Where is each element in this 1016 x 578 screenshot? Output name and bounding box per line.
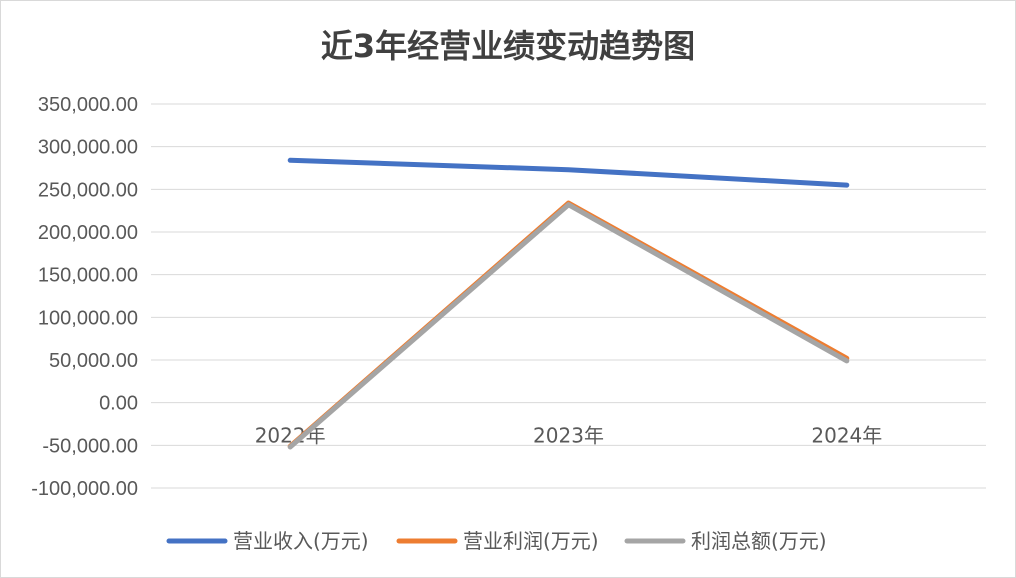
y-axis-ticks: 350,000.00 300,000.00 250,000.00 200,000.00… bbox=[31, 94, 138, 500]
series-line-3 bbox=[287, 202, 850, 450]
y-tick-label: 50,000.00 bbox=[49, 350, 138, 372]
y-tick-label: 100,000.00 bbox=[38, 307, 138, 329]
x-tick-label: 2023年 bbox=[533, 424, 604, 448]
legend-label: 营业利润(万元) bbox=[463, 529, 599, 553]
legend: 营业收入(万元) 营业利润(万元) 利润总额(万元) bbox=[166, 529, 827, 553]
y-tick-label: 250,000.00 bbox=[38, 179, 138, 201]
y-tick-label: 150,000.00 bbox=[38, 265, 138, 287]
y-tick-label: 0.00 bbox=[99, 393, 138, 415]
legend-label: 营业收入(万元) bbox=[233, 529, 369, 553]
x-axis-ticks: 2022年 2023年 2024年 bbox=[255, 424, 883, 448]
series-line-2 bbox=[287, 200, 850, 449]
legend-label: 利润总额(万元) bbox=[691, 529, 827, 553]
chart-title: 近3年经营业绩变动趋势图 bbox=[321, 27, 695, 65]
y-tick-label: 300,000.00 bbox=[38, 137, 138, 159]
series-lines bbox=[287, 157, 850, 450]
gridlines bbox=[151, 103, 986, 489]
y-tick-label: -100,000.00 bbox=[31, 478, 138, 500]
y-tick-label: 350,000.00 bbox=[38, 94, 138, 116]
y-tick-label: 200,000.00 bbox=[38, 222, 138, 244]
y-tick-label: -50,000.00 bbox=[42, 435, 138, 457]
series-line-1 bbox=[287, 157, 850, 188]
x-tick-label: 2024年 bbox=[811, 424, 882, 448]
